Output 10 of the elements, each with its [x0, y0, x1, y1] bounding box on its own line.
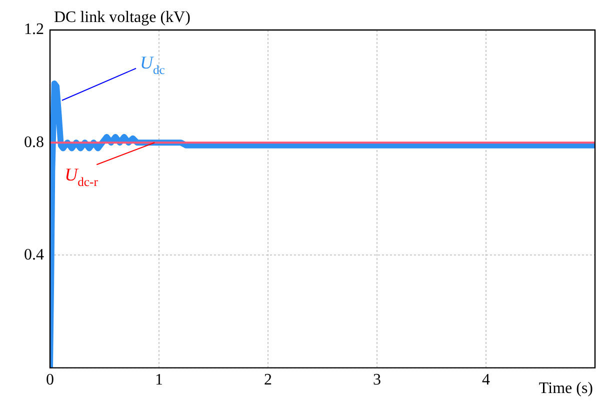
x-tick-label: 0 [46, 372, 54, 389]
y-tick-label: 0.8 [24, 134, 44, 151]
x-tick-label: 1 [155, 372, 163, 389]
x-axis-title: Time (s) [538, 380, 593, 397]
y-tick-label: 0.4 [24, 246, 44, 264]
y-tick-label: 1.2 [24, 21, 44, 38]
chart-title: DC link voltage (kV) [54, 9, 190, 26]
x-tick-label: 3 [373, 372, 381, 389]
x-tick-label: 4 [482, 372, 490, 389]
x-tick-label: 2 [264, 372, 272, 389]
